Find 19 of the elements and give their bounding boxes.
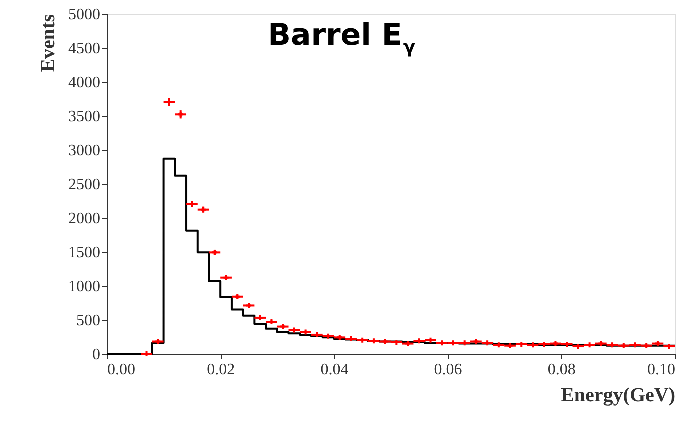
x-tick-label: 0.10 [648,362,676,378]
x-tick-label: 0.06 [434,362,462,378]
y-tick-label: 5000 [68,6,100,24]
y-tick-label: 4500 [68,40,100,58]
x-tick-label: 0.00 [108,362,136,378]
y-tick-label: 3000 [68,142,100,160]
x-tick-label: 0.08 [548,362,576,378]
y-tick-label: 2000 [68,210,100,228]
x-axis-title: Energy(GeV) [561,384,676,406]
y-tick-label: 3500 [68,108,100,126]
y-tick-label: 1500 [68,244,100,262]
y-tick-label: 500 [76,312,100,330]
y-tick-label: 0 [92,346,100,364]
y-tick-label: 4000 [68,74,100,92]
y-axis-title: Events [38,14,60,72]
x-tick-label: 0.02 [207,362,236,378]
x-tick-label: 0.04 [320,362,349,378]
y-tick-label: 2500 [68,176,100,194]
y-tick-label: 1000 [68,278,100,296]
